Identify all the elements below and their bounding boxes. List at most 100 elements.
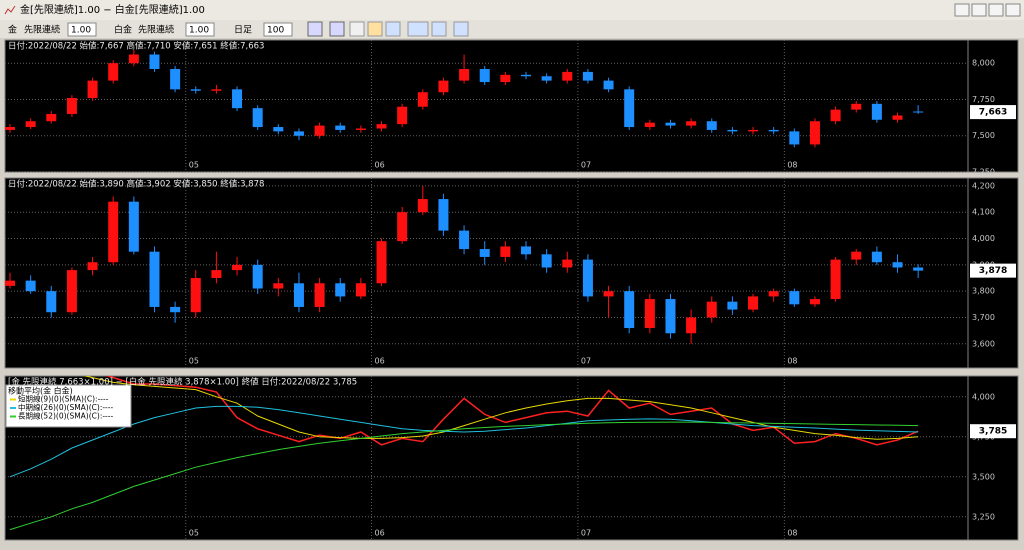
candle-body: [706, 121, 717, 130]
candle-body: [789, 131, 800, 145]
candle-body: [128, 54, 139, 64]
plot: [5, 185, 924, 344]
y-tick-label: 4,200: [972, 181, 995, 190]
tool-button[interactable]: [407, 21, 429, 37]
candle-body: [479, 249, 490, 257]
candle-body: [397, 212, 408, 242]
candle-body: [459, 69, 470, 81]
candle-body: [851, 103, 862, 110]
candle-body: [521, 74, 531, 77]
candle-body: [335, 125, 346, 130]
x-tick-label: 08: [787, 161, 797, 170]
tool-button[interactable]: [367, 21, 383, 37]
candle-body: [727, 129, 738, 132]
candle-body: [644, 122, 655, 128]
y-tick-label: 4,100: [972, 208, 995, 217]
x-tick-label: 07: [581, 357, 591, 366]
candle-body: [500, 246, 511, 257]
candle-body: [686, 317, 697, 334]
tool-button[interactable]: [431, 21, 447, 37]
app-icon: [4, 5, 16, 15]
toolbar-icons: [307, 21, 469, 37]
candle-body: [149, 251, 160, 307]
candle-body: [768, 291, 779, 297]
y-tick-label: 4,000: [972, 234, 995, 243]
toolbar-label: 日足: [234, 25, 252, 36]
tool-button[interactable]: [453, 21, 469, 37]
candle-body: [376, 124, 387, 129]
input[interactable]: [67, 22, 97, 37]
toolbar-input[interactable]: 1.00: [189, 26, 209, 36]
candle-body: [479, 69, 490, 83]
candle-body: [871, 103, 882, 120]
candle-body: [87, 262, 98, 271]
toolbar-input[interactable]: 1.00: [71, 26, 91, 36]
maximize-button[interactable]: [988, 3, 1004, 17]
candle-body: [438, 199, 449, 231]
legend-label: 長期線(52)(0)(SMA)(C):----: [18, 411, 113, 421]
candle-body: [170, 306, 181, 313]
tool-button[interactable]: [349, 21, 365, 37]
restore-button[interactable]: [954, 3, 970, 17]
minimize-button[interactable]: [971, 3, 987, 17]
candle-body: [582, 71, 593, 81]
plot: [9, 376, 919, 531]
series-line: [9, 405, 919, 478]
toolbar-label: 先限連続: [24, 24, 60, 36]
x-tick-label: 05: [189, 357, 199, 366]
candle-body: [541, 254, 552, 268]
x-tick-label: 05: [189, 529, 199, 538]
chart-panel: [4, 177, 1019, 369]
candle-body: [273, 283, 284, 289]
candle-body: [46, 291, 57, 313]
candle-body: [748, 129, 759, 132]
legend-label: 中期線(26)(0)(SMA)(C):----: [18, 402, 113, 412]
tool-button[interactable]: [307, 21, 323, 37]
last-value-box: [970, 263, 1016, 278]
y-tick-label: 7,250: [972, 168, 995, 177]
candle-body: [170, 69, 181, 90]
candle-body: [5, 280, 15, 286]
x-tick-label: 05: [189, 161, 199, 170]
series-line: [9, 421, 919, 531]
candle-body: [727, 301, 738, 310]
x-tick-label: 08: [787, 529, 797, 538]
y-tick-label: 4,000: [972, 392, 995, 401]
window-title: 金[先限連続]1.00 − 白金[先限連続]1.00: [20, 3, 205, 16]
candle-body: [851, 251, 862, 260]
candle-body: [706, 301, 717, 318]
last-value-label: 3,785: [979, 427, 1007, 437]
candle-body: [665, 299, 676, 334]
close-button[interactable]: [1005, 3, 1021, 17]
input[interactable]: [185, 22, 215, 37]
tool-button[interactable]: [385, 21, 401, 37]
candle-body: [541, 76, 552, 81]
toolbar-input[interactable]: 100: [267, 26, 284, 36]
candle-body: [417, 92, 428, 107]
x-tick-label: 06: [375, 161, 385, 170]
tool-button[interactable]: [329, 21, 345, 37]
candle-body: [355, 283, 366, 297]
candle-body: [190, 89, 201, 91]
y-tick-label: 8,000: [972, 59, 995, 68]
candle-body: [252, 108, 263, 128]
y-tick-label: 7,500: [972, 131, 995, 140]
panel-header: 日付:2022/08/22 始値:7,667 高値:7,710 安値:7,651…: [8, 41, 264, 52]
candle-body: [892, 262, 903, 268]
candle-body: [892, 115, 903, 120]
candle-body: [582, 259, 593, 297]
candle-body: [5, 127, 15, 130]
candle-body: [562, 71, 573, 81]
y-tick-label: 3,600: [972, 339, 995, 348]
candle-body: [644, 299, 655, 328]
title-bar: [0, 0, 1024, 20]
x-tick-label: 06: [375, 529, 385, 538]
candle-body: [562, 259, 573, 268]
series-line: [83, 376, 919, 440]
y-tick-label: 3,800: [972, 287, 995, 296]
chart-panel: [4, 39, 1019, 173]
last-value-box: [970, 105, 1016, 120]
candle-body: [25, 280, 36, 292]
input[interactable]: [263, 22, 293, 37]
candle-body: [830, 259, 841, 300]
